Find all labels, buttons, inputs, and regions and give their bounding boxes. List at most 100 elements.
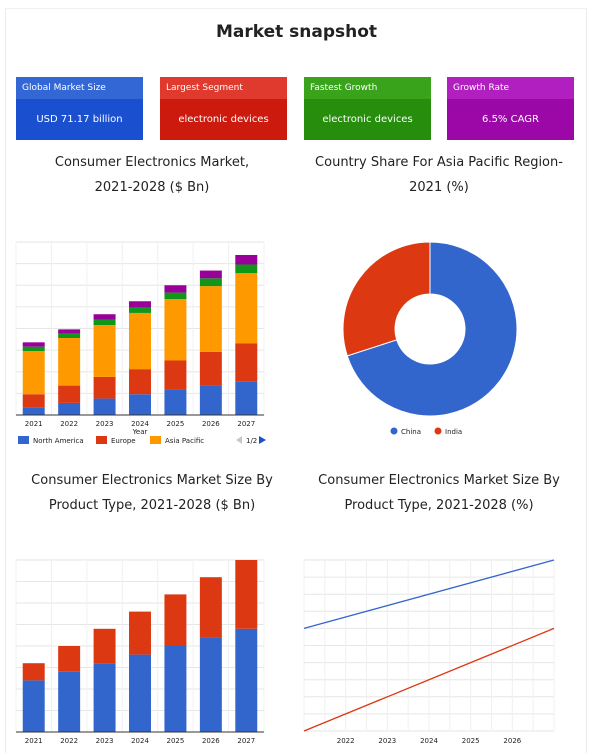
bar-segment [93,319,116,326]
x-tick-label: 2024 [131,420,149,428]
bar-segment [129,307,151,313]
bar-segment [58,338,81,386]
chart3-title: Consumer Electronics Market Size By Prod… [16,468,288,518]
bar-segment [199,577,222,638]
bar-segment [129,394,151,415]
bar-segment [22,394,45,408]
bar-segment [235,628,258,732]
bar-segment [93,663,116,732]
card-label: Growth Rate [447,77,574,99]
chart3-title-line2: Product Type, 2021-2028 ($ Bn) [48,498,256,513]
bar-segment [199,385,222,415]
legend-swatch [390,427,398,435]
chart2-title: Country Share For Asia Pacific Region- 2… [300,150,578,200]
chart4-title: Consumer Electronics Market Size By Prod… [300,468,578,518]
bar-segment [58,671,81,732]
card-largest-segment: Largest Segment electronic devices [160,77,287,140]
x-tick-label: 2025 [167,420,185,428]
legend-label: North America [33,437,84,445]
page-title: Market snapshot [215,22,378,42]
bar-segment [164,292,187,300]
x-tick-label: 2022 [337,737,355,745]
bar-segment [235,381,258,415]
legend-next-arrow-icon [259,436,266,444]
x-axis-label: Year [132,428,148,436]
bar-segment [164,646,187,732]
legend-prev-arrow-icon [236,436,242,444]
chart3-title-line1: Consumer Electronics Market Size By [31,473,273,488]
bar-segment [235,264,258,274]
page-frame [5,8,587,753]
bar-segment [93,628,116,664]
bar-segment [164,360,187,390]
legend-label: China [401,428,421,436]
x-tick-label: 2021 [25,737,43,745]
series-line [303,627,555,732]
card-label: Largest Segment [160,77,287,99]
bar-segment [164,285,187,293]
bar-segment [22,342,45,347]
bar-segment [235,560,258,629]
series-line [303,559,555,630]
x-tick-label: 2025 [167,737,185,745]
card-label: Fastest Growth [304,77,431,99]
pie-slice [342,241,431,357]
bar-segment [93,325,116,377]
bar-segment [199,637,222,732]
product-type-share-line-chart: 2022 2023 2024 2025 2026 [303,559,555,745]
card-fastest-growth: Fastest Growth electronic devices [304,77,431,140]
card-growth-rate: Growth Rate 6.5% CAGR [447,77,574,140]
bar-segment [129,312,151,370]
x-tick-label: 2023 [378,737,396,745]
bar-segment [22,350,45,395]
bar-segment [199,270,222,279]
product-type-size-stacked-bar-chart: 2021 2022 2023 2024 2025 2026 2027 [15,559,265,745]
x-tick-label: 2027 [237,420,255,428]
legend-pager: 1/2 [246,437,257,445]
card-value: electronic devices [304,99,431,140]
legend-label: India [445,428,462,436]
card-label: Global Market Size [16,77,143,99]
bar-segment [58,385,81,403]
bar-segment [22,680,45,732]
x-tick-label: 2022 [60,737,78,745]
bar-segment [164,594,187,646]
bar-segment [93,398,116,415]
card-value: 6.5% CAGR [447,99,574,140]
legend-swatch [434,427,442,435]
chart1-title-line2: 2021-2028 ($ Bn) [94,180,210,195]
chart1-title: Consumer Electronics Market, 2021-2028 (… [16,150,288,200]
chart2-title-line2: 2021 (%) [409,180,469,195]
bar-segment [199,286,222,352]
bar-segment [129,369,151,395]
x-tick-label: 2026 [202,420,220,428]
bar-segment [22,663,45,681]
card-value: electronic devices [160,99,287,140]
bar-segment [22,407,45,415]
chart2-title-line1: Country Share For Asia Pacific Region- [315,155,563,170]
bar-segment [235,343,258,382]
legend-label: Asia Pacific [165,437,204,445]
bar-segment [164,389,187,415]
x-tick-label: 2021 [25,420,43,428]
x-tick-label: 2022 [60,420,78,428]
chart4-title-line2: Product Type, 2021-2028 (%) [344,498,534,513]
x-tick-label: 2024 [420,737,438,745]
bar-segment [235,273,258,344]
x-tick-label: 2023 [96,420,114,428]
card-value: USD 71.17 billion [16,99,143,140]
x-tick-label: 2026 [503,737,521,745]
legend-swatch [150,436,161,444]
bar-segment [58,402,81,415]
regional-market-stacked-bar-chart: 2021 2022 2023 2024 2025 2026 2027 Year North Am… [15,241,266,445]
bar-segment [93,376,116,399]
x-tick-label: 2023 [96,737,114,745]
chart1-title-line1: Consumer Electronics Market, [54,155,250,170]
chart4-title-line1: Consumer Electronics Market Size By [318,473,560,488]
bar-segment [199,351,222,386]
legend-label: Europe [111,437,136,445]
pie-slice [346,241,518,417]
legend-swatch [96,436,107,444]
bar-segment [93,314,116,320]
bar-segment [235,254,258,265]
